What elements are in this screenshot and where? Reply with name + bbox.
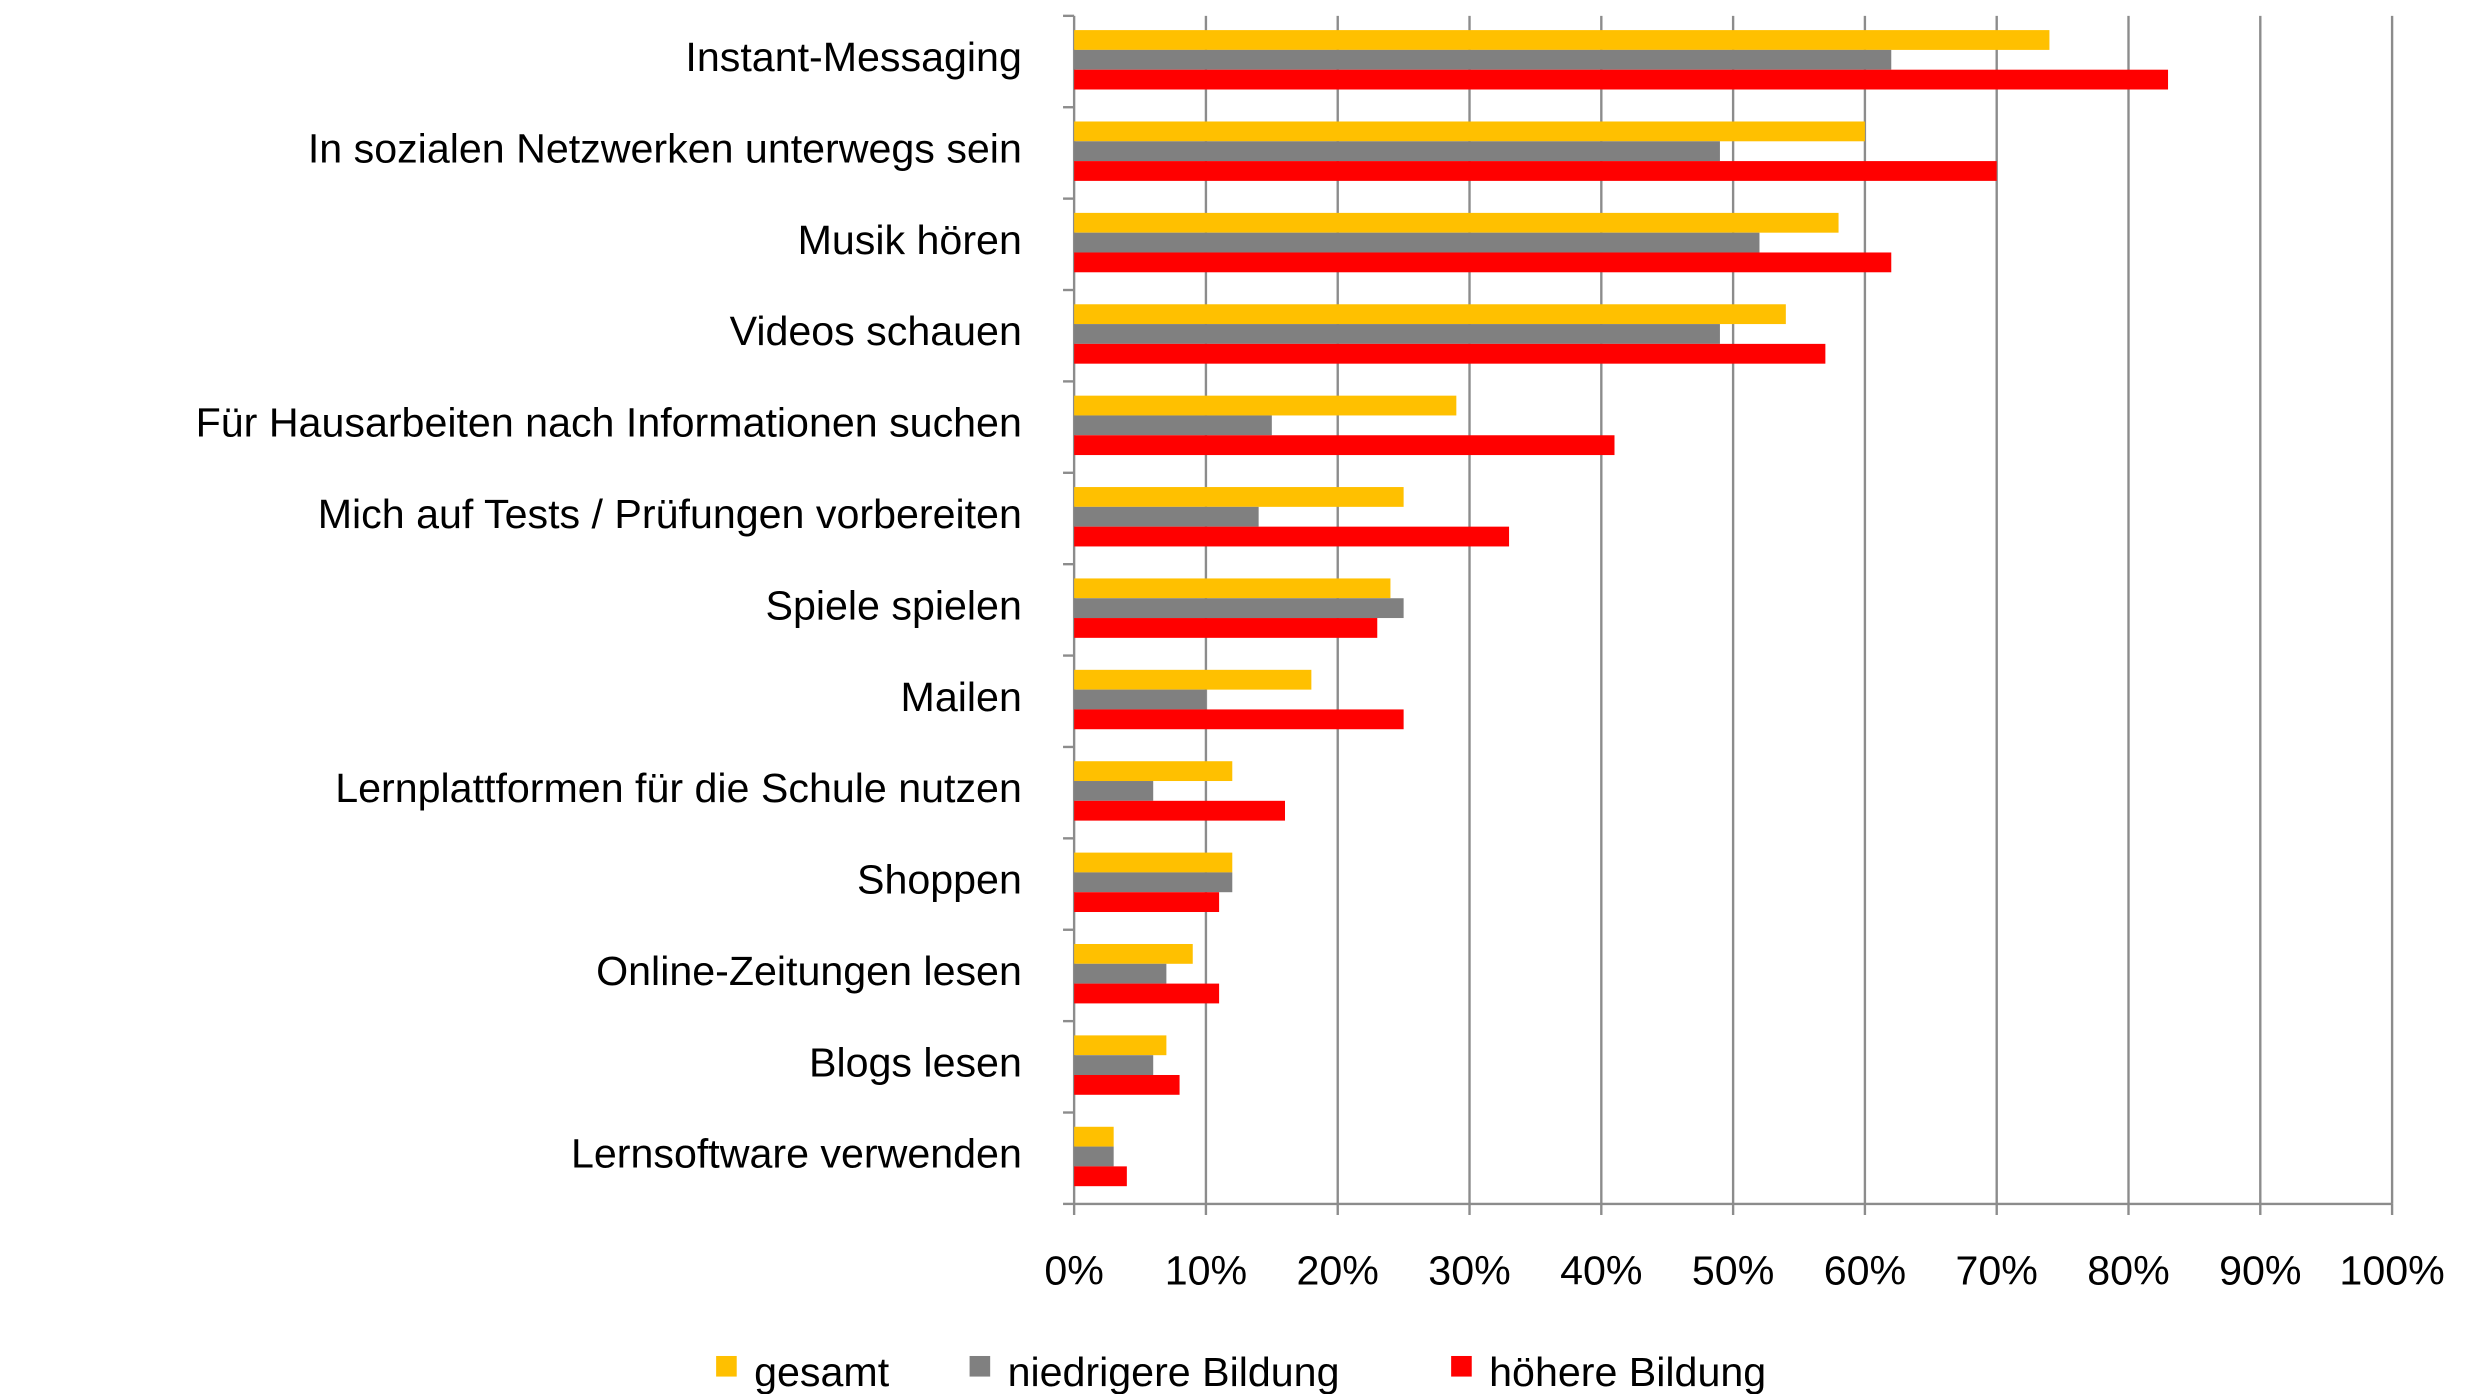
legend-label: gesamt	[754, 1349, 890, 1394]
bar	[1074, 69, 2169, 90]
bar	[1074, 343, 1826, 364]
y-tick-label: Lernsoftware verwenden	[571, 1131, 1022, 1177]
y-tick-label: Lernplattformen für die Schule nutzen	[335, 765, 1022, 811]
bar	[1074, 800, 1286, 821]
bar	[1074, 1074, 1180, 1095]
bar	[1074, 598, 1404, 619]
bar	[1074, 618, 1378, 638]
legend-swatch	[1451, 1355, 1472, 1377]
bar	[1074, 872, 1233, 893]
bar	[1074, 526, 1510, 547]
bar	[1074, 669, 1312, 690]
y-tick-label: Für Hausarbeiten nach Informationen such…	[196, 400, 1022, 446]
y-tick-label: Spiele spielen	[765, 582, 1021, 628]
y-tick-label: Videos schauen	[730, 308, 1022, 354]
y-tick-label: Online-Zeitungen lesen	[596, 948, 1022, 994]
bar	[1074, 1035, 1167, 1056]
legend-label: höhere Bildung	[1489, 1349, 1766, 1394]
y-tick-label: Musik hören	[798, 217, 1022, 263]
bar	[1074, 761, 1233, 782]
bar	[1074, 983, 1220, 1004]
x-tick-label: 20%	[1297, 1247, 1379, 1293]
bar	[1074, 1055, 1154, 1075]
y-tick-label: Instant-Messaging	[685, 34, 1021, 80]
x-tick-label: 10%	[1165, 1247, 1247, 1293]
bar	[1074, 415, 1272, 436]
bar	[1074, 324, 1720, 344]
bar	[1074, 963, 1167, 984]
x-tick-label: 0%	[1044, 1247, 1104, 1293]
y-tick-label: Blogs lesen	[809, 1039, 1022, 1085]
bar	[1074, 943, 1193, 964]
x-tick-label: 60%	[1824, 1247, 1906, 1293]
y-tick-label: Shoppen	[857, 857, 1022, 903]
bar	[1074, 141, 1720, 162]
x-tick-label: 100%	[2339, 1247, 2444, 1293]
x-tick-label: 40%	[1560, 1247, 1642, 1293]
bar	[1074, 395, 1457, 416]
bar	[1074, 121, 1865, 142]
bar	[1074, 578, 1391, 599]
bar	[1074, 852, 1233, 873]
y-tick-label: Mailen	[901, 674, 1022, 720]
bar	[1074, 232, 1760, 253]
bar	[1074, 212, 1839, 233]
bar	[1074, 709, 1404, 730]
x-tick-label: 30%	[1428, 1247, 1510, 1293]
bar	[1074, 781, 1154, 801]
bar	[1074, 49, 1892, 70]
x-tick-label: 50%	[1692, 1247, 1774, 1293]
bar	[1074, 1166, 1127, 1187]
legend-label: niedrigere Bildung	[1008, 1349, 1340, 1394]
bar	[1074, 1126, 1114, 1147]
bar	[1074, 435, 1615, 456]
bar	[1074, 252, 1892, 273]
x-tick-label: 90%	[2219, 1247, 2301, 1293]
x-tick-label: 80%	[2087, 1247, 2169, 1293]
bar	[1074, 892, 1220, 913]
bar	[1074, 487, 1404, 507]
y-tick-label: Mich auf Tests / Prüfungen vorbereiten	[318, 491, 1022, 537]
bar	[1074, 161, 1997, 181]
legend-swatch	[969, 1355, 991, 1377]
bar	[1074, 304, 1786, 325]
y-tick-label: In sozialen Netzwerken unterwegs sein	[308, 125, 1022, 171]
bar	[1074, 30, 2050, 50]
bar	[1074, 689, 1206, 710]
x-tick-label: 70%	[1956, 1247, 2038, 1293]
bar	[1074, 506, 1259, 527]
legend-swatch	[716, 1355, 737, 1377]
bar	[1074, 1146, 1114, 1167]
